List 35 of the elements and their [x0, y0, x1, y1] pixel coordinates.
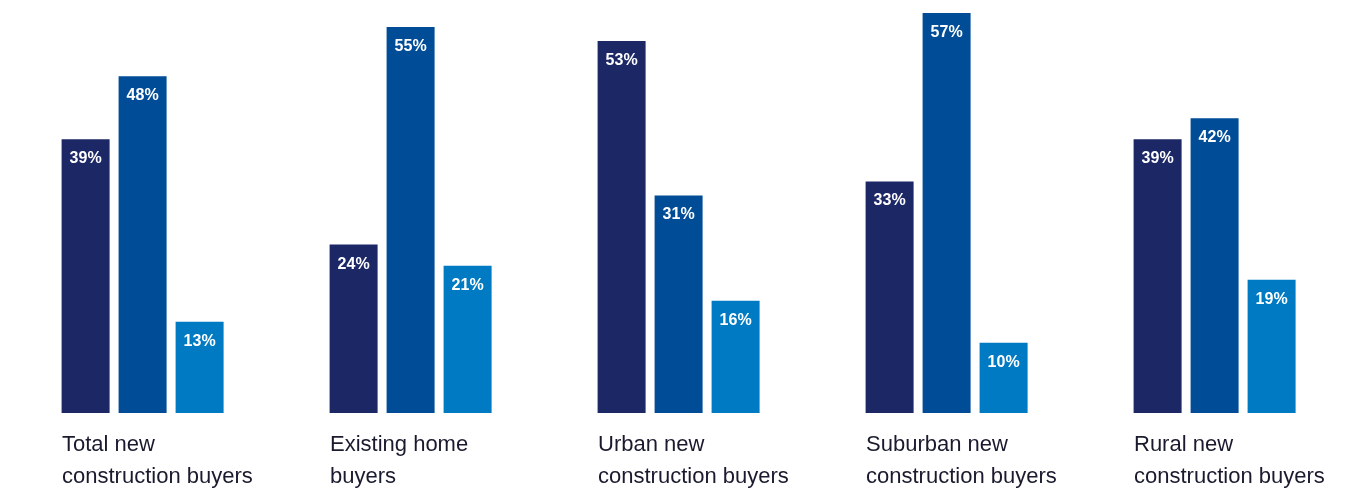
data-label: 24% — [337, 254, 370, 272]
bar — [118, 76, 167, 413]
x-tick-label: Existing home buyers — [330, 431, 469, 488]
x-tick-label: Total new construction buyers — [62, 431, 253, 488]
bar — [61, 139, 110, 413]
bar — [979, 342, 1028, 413]
bar — [922, 13, 971, 413]
bar — [1133, 139, 1182, 413]
data-label: 33% — [873, 191, 906, 209]
bar — [329, 244, 378, 413]
bar — [1190, 118, 1239, 413]
bar — [865, 181, 914, 413]
data-label: 16% — [719, 310, 752, 328]
data-label: 21% — [451, 275, 484, 293]
data-label: 57% — [930, 23, 963, 40]
x-tick-label: Urban new construction buyers — [598, 431, 789, 488]
data-label: 13% — [183, 331, 216, 349]
bar — [443, 265, 492, 413]
data-label: 55% — [394, 37, 427, 55]
bar — [654, 195, 703, 413]
bar — [1247, 279, 1296, 413]
data-label: 39% — [69, 149, 102, 167]
bar — [386, 27, 435, 413]
data-label: 48% — [126, 86, 159, 104]
data-label: 39% — [1141, 149, 1174, 167]
x-tick-label: Suburban new construction buyers — [866, 431, 1057, 488]
bar — [597, 41, 646, 413]
data-label: 10% — [987, 352, 1020, 370]
x-tick-label: Rural new construction buyers — [1134, 431, 1325, 488]
data-label: 31% — [662, 205, 695, 223]
data-label: 53% — [605, 51, 638, 69]
data-label: 42% — [1198, 128, 1231, 146]
bar — [711, 300, 760, 413]
bar — [175, 321, 224, 413]
data-label: 19% — [1255, 289, 1288, 307]
